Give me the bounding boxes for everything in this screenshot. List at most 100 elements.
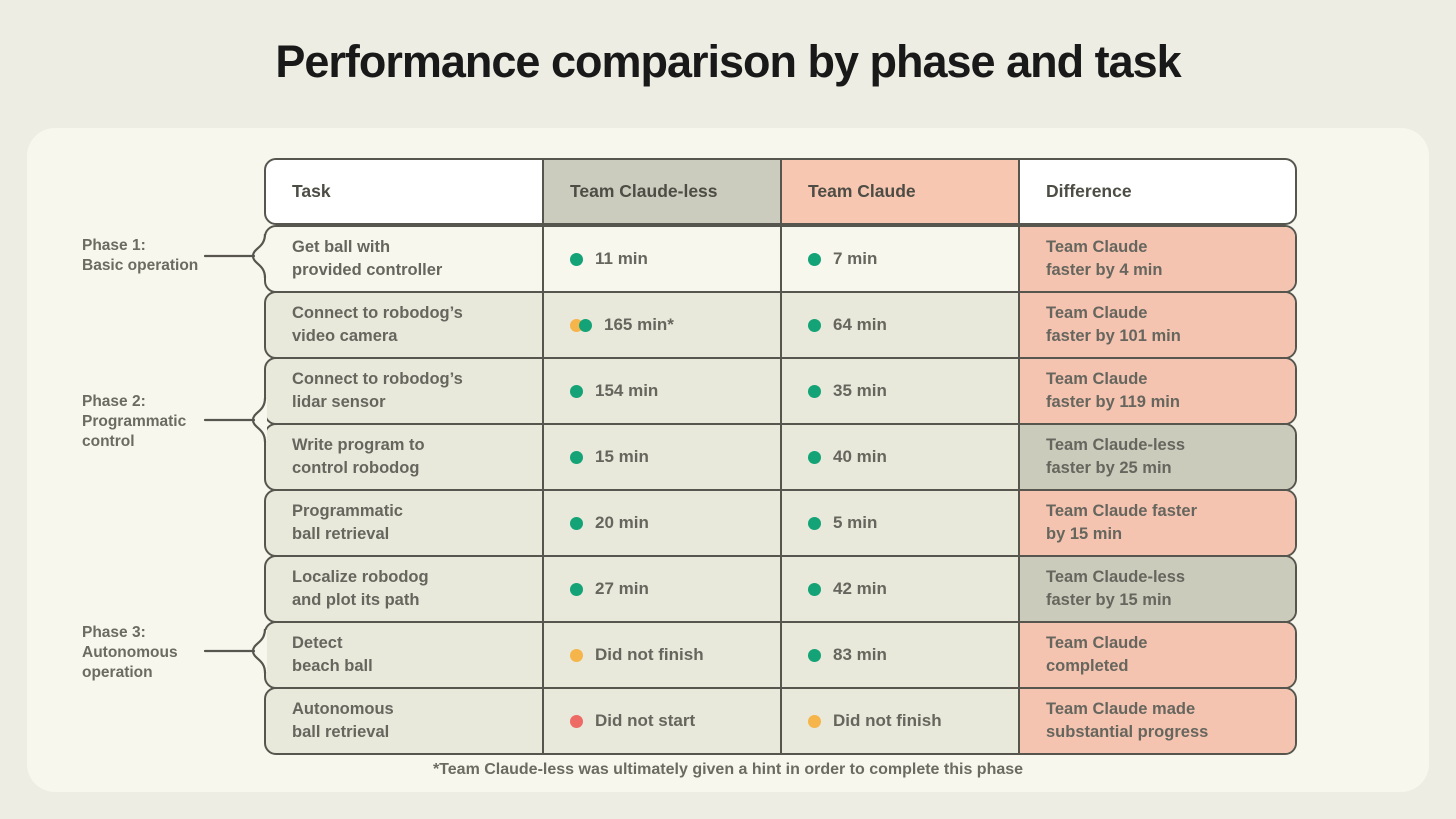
team-claude-less-value: 27 min — [595, 579, 649, 598]
status-dot-orange — [808, 714, 821, 728]
phase-3-label: Phase 3: Autonomous operation — [82, 624, 178, 681]
header-cell-difference: Difference — [1018, 160, 1295, 223]
team-claude-less-value: 11 min — [595, 249, 648, 268]
team-claude-less-cell: 20 min — [542, 491, 780, 555]
team-claude-value: 40 min — [833, 447, 887, 466]
table-rows: Get ball with provided controller 11 min… — [264, 225, 1297, 755]
team-claude-less-cell: 11 min — [542, 227, 780, 291]
team-claude-value: 83 min — [833, 645, 887, 664]
table-row: Connect to robodog’s lidar sensor 154 mi… — [264, 357, 1297, 425]
status-dots — [570, 384, 583, 398]
difference-label: Team Claude faster by 4 min — [1046, 238, 1163, 279]
team-claude-cell: 83 min — [780, 623, 1018, 687]
table-row: Programmatic ball retrieval 20 min 5 min… — [264, 489, 1297, 557]
status-dots — [808, 516, 821, 530]
difference-cell: Team Claude faster by 15 min — [1018, 491, 1295, 555]
task-label: Connect to robodog’s lidar sensor — [292, 370, 463, 411]
team-claude-value: Did not finish — [833, 711, 942, 730]
task-label: Autonomous ball retrieval — [292, 700, 394, 741]
team-claude-less-value: 15 min — [595, 447, 649, 466]
status-dot-green — [579, 318, 592, 332]
phase-2-connector-line — [203, 397, 267, 443]
difference-cell: Team Claude faster by 119 min — [1018, 359, 1295, 423]
table-row: Connect to robodog’s video camera 165 mi… — [264, 291, 1297, 359]
task-cell: Localize robodog and plot its path — [266, 557, 542, 621]
difference-cell: Team Claude faster by 101 min — [1018, 293, 1295, 357]
status-dot-green — [808, 318, 821, 332]
task-cell: Connect to robodog’s lidar sensor — [266, 359, 542, 423]
team-claude-cell: 7 min — [780, 227, 1018, 291]
team-claude-cell: 5 min — [780, 491, 1018, 555]
status-dot-green — [570, 384, 583, 398]
status-dots — [808, 450, 821, 464]
team-claude-value: 64 min — [833, 315, 887, 334]
footnote: *Team Claude-less was ultimately given a… — [432, 761, 1024, 778]
task-cell: Programmatic ball retrieval — [266, 491, 542, 555]
task-label: Get ball with provided controller — [292, 238, 443, 279]
difference-label: Team Claude faster by 101 min — [1046, 304, 1181, 345]
task-cell: Get ball with provided controller — [266, 227, 542, 291]
team-claude-value: 7 min — [833, 249, 878, 268]
team-claude-less-cell: 27 min — [542, 557, 780, 621]
header-cell-task: Task — [266, 160, 542, 223]
performance-table: Task Team Claude-less Team Claude Differ… — [264, 158, 1297, 755]
team-claude-less-cell: 15 min — [542, 425, 780, 489]
difference-cell: Team Claude-less faster by 25 min — [1018, 425, 1295, 489]
task-label: Write program to control robodog — [292, 436, 425, 477]
team-claude-less-cell: Did not finish — [542, 623, 780, 687]
team-claude-cell: 42 min — [780, 557, 1018, 621]
difference-label: Team Claude-less faster by 25 min — [1046, 436, 1186, 477]
task-label: Localize robodog and plot its path — [292, 568, 429, 609]
status-dots — [570, 582, 583, 596]
phase-3-connector-line — [203, 628, 267, 674]
status-dot-green — [808, 384, 821, 398]
phase-1-label: Phase 1: Basic operation — [82, 237, 199, 274]
difference-label: Team Claude faster by 15 min — [1046, 502, 1197, 543]
task-cell: Detect beach ball — [266, 623, 542, 687]
team-claude-value: 35 min — [833, 381, 887, 400]
status-dots — [570, 648, 583, 662]
header-cell-team-claude-less: Team Claude-less — [542, 160, 780, 223]
status-dot-red — [570, 714, 583, 728]
team-claude-cell: 35 min — [780, 359, 1018, 423]
difference-cell: Team Claude completed — [1018, 623, 1295, 687]
header-cell-team-claude: Team Claude — [780, 160, 1018, 223]
task-label: Connect to robodog’s video camera — [292, 304, 463, 345]
status-dots — [570, 318, 592, 332]
team-claude-less-value: 165 min* — [604, 315, 674, 334]
team-claude-cell: 40 min — [780, 425, 1018, 489]
difference-cell: Team Claude made substantial progress — [1018, 689, 1295, 753]
team-claude-cell: 64 min — [780, 293, 1018, 357]
status-dots — [808, 252, 821, 266]
header-label-task: Task — [292, 181, 331, 201]
task-cell: Write program to control robodog — [266, 425, 542, 489]
status-dots — [808, 648, 821, 662]
team-claude-cell: Did not finish — [780, 689, 1018, 753]
team-claude-less-value: 20 min — [595, 513, 649, 532]
status-dots — [570, 450, 583, 464]
table-row: Write program to control robodog 15 min … — [264, 423, 1297, 491]
status-dot-green — [570, 252, 583, 266]
task-label: Detect beach ball — [292, 634, 373, 675]
difference-label: Team Claude-less faster by 15 min — [1046, 568, 1186, 609]
status-dots — [808, 384, 821, 398]
status-dots — [570, 252, 583, 266]
table-row: Localize robodog and plot its path 27 mi… — [264, 555, 1297, 623]
header-label-difference: Difference — [1046, 181, 1132, 201]
status-dot-green — [808, 450, 821, 464]
status-dot-green — [808, 648, 821, 662]
phase-1-connector-line — [203, 233, 267, 279]
status-dot-green — [570, 516, 583, 530]
status-dot-green — [808, 516, 821, 530]
status-dots — [570, 516, 583, 530]
table-row: Detect beach ball Did not finish 83 min … — [264, 621, 1297, 689]
status-dot-orange — [570, 648, 583, 662]
task-label: Programmatic ball retrieval — [292, 502, 403, 543]
status-dot-green — [570, 450, 583, 464]
team-claude-value: 42 min — [833, 579, 887, 598]
status-dot-green — [570, 582, 583, 596]
difference-label: Team Claude completed — [1046, 634, 1148, 675]
status-dot-green — [808, 582, 821, 596]
difference-label: Team Claude made substantial progress — [1046, 700, 1209, 741]
page-title: Performance comparison by phase and task — [275, 36, 1181, 87]
